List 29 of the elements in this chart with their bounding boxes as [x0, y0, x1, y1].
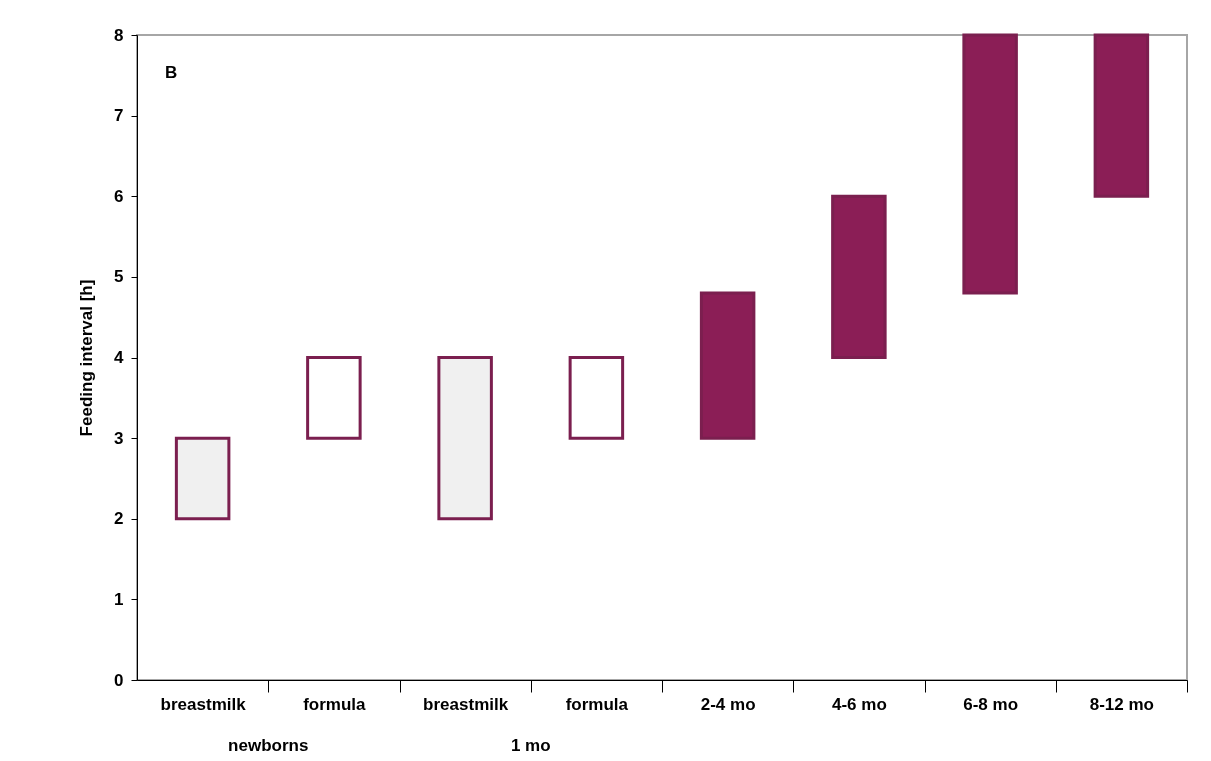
- x-tick-label: formula: [303, 694, 367, 714]
- y-tick-label: 1: [114, 589, 124, 609]
- bar: [437, 356, 493, 521]
- x-tick-label: breastmilk: [423, 694, 509, 714]
- y-tick-label: 0: [114, 670, 124, 690]
- y-axis-title: Feeding interval [h]: [77, 279, 97, 437]
- y-tick-label: 4: [114, 348, 125, 367]
- bar: [962, 33, 1018, 295]
- x-tick-label: 8-12 mo: [1089, 694, 1154, 714]
- bar: [1093, 33, 1150, 198]
- y-tick-label: 5: [114, 267, 124, 287]
- y-tick-label: 7: [114, 106, 124, 126]
- annotation: B: [165, 63, 178, 82]
- y-tick-label: 2: [114, 509, 124, 529]
- bar: [831, 194, 887, 359]
- y-tick-label: 8: [114, 25, 124, 45]
- text: 1 mo: [510, 736, 551, 755]
- y-tick-label: 3: [114, 428, 124, 448]
- bar: [306, 356, 362, 440]
- text: newborns: [228, 736, 309, 755]
- bar: [568, 356, 625, 440]
- x-tick-label: 6-8 mo: [963, 694, 1019, 714]
- bar: [174, 436, 231, 521]
- bar: [699, 291, 756, 440]
- x-tick-label: 4-6 mo: [831, 694, 887, 714]
- x-tick-label: breastmilk: [160, 694, 247, 714]
- x-tick-label: 2-4 mo: [700, 694, 756, 714]
- x-tick-label: formula: [565, 694, 629, 714]
- y-tick-label: 6: [114, 186, 124, 206]
